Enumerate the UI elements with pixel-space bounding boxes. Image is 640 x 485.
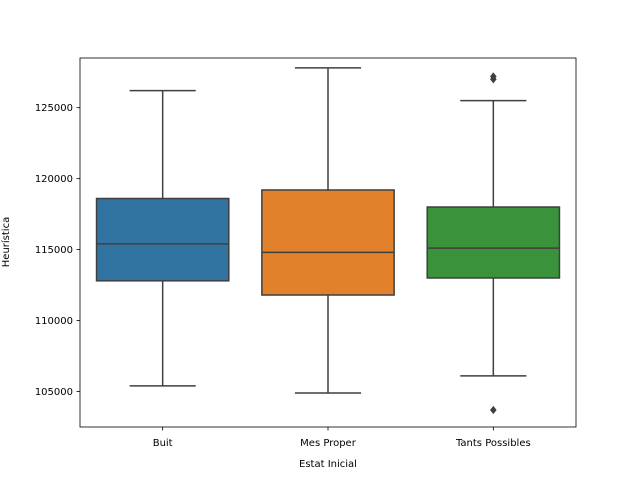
boxes-layer	[95, 67, 561, 415]
box-iqr	[95, 197, 230, 282]
outlier-point	[490, 405, 497, 415]
y-tick-label: 120000	[35, 174, 73, 185]
box-group	[261, 67, 395, 394]
outlier-point	[490, 72, 497, 81]
x-tick-label: Tants Possibles	[455, 438, 531, 449]
axes-layer: 105000 110000 115000 120000 125000 Buit Mes Pr…	[35, 57, 577, 449]
y-tick-label: 105000	[35, 387, 73, 398]
y-axis-title: Heurística	[0, 217, 12, 267]
box-group	[95, 89, 230, 387]
x-tick-label: Mes Proper	[300, 438, 357, 449]
x-tick-label: Buit	[153, 438, 173, 449]
y-tick-label: 115000	[35, 245, 73, 256]
y-tick-label: 110000	[35, 316, 73, 327]
box-iqr	[426, 206, 561, 279]
box-group	[426, 72, 561, 415]
x-axis-title: Estat Inicial	[299, 459, 357, 470]
y-tick-label: 125000	[35, 103, 73, 114]
box-iqr	[261, 189, 395, 296]
